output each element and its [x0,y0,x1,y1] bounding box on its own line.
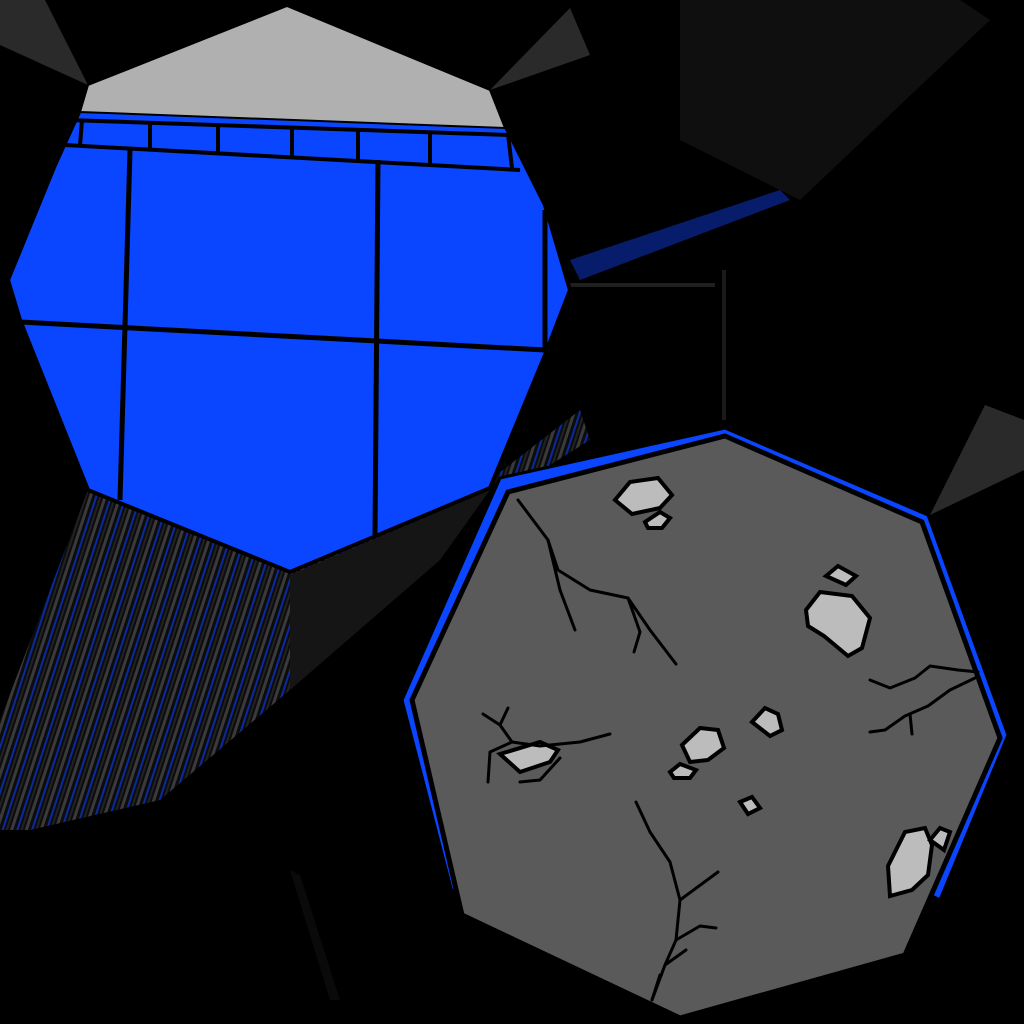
tile-grid [19,149,548,536]
blue-tile-panel [5,4,573,575]
wedge-top-left [0,0,88,85]
vertical-line [722,270,726,420]
tile-strip [64,118,521,172]
tile-panel-body [5,107,573,575]
cracks [481,498,980,1002]
tile-panel-cap [78,4,507,130]
rock-panel [400,426,1010,1021]
wedge-top-right [490,8,590,90]
wedge-mid-right [930,405,1024,515]
pebbles [496,475,953,899]
streak-smear-right [490,410,590,490]
shadow-block [680,0,990,200]
faint-streak-bottom [290,870,340,1000]
streak-smear-dark [290,490,490,690]
blue-edge-smear [570,190,790,280]
thin-grey-line [570,283,715,287]
